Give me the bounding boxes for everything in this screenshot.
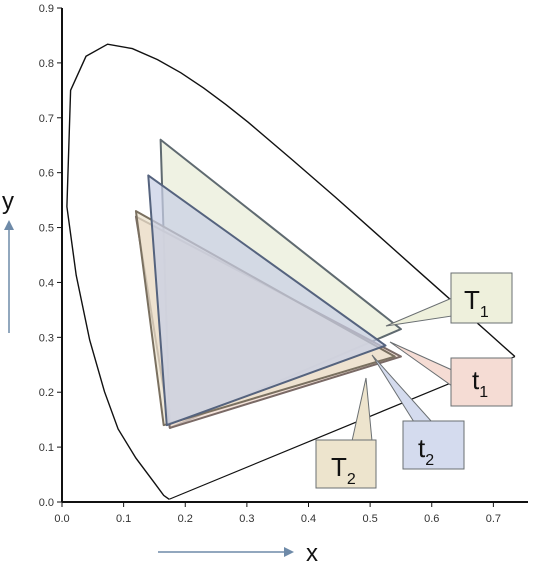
x-tick-label: 0.0 — [54, 513, 69, 525]
triangle-t2 — [147, 174, 387, 427]
y-tick-label: 0.7 — [39, 113, 54, 125]
callout-T2-pointer — [351, 377, 373, 442]
y-tick-label: 0.1 — [39, 442, 54, 454]
callout-T1-sub: 1 — [480, 304, 489, 321]
spectral-locus-curve — [66, 43, 516, 500]
callout-t1-pointer — [389, 341, 453, 387]
callout-T2-main: T — [331, 452, 347, 482]
y-tick-label: 0.2 — [39, 387, 54, 399]
x-tick-label: 0.1 — [116, 513, 131, 525]
svg-text:t1: t1 — [472, 365, 488, 401]
y-tick-group: 0.0 0.1 0.2 0.3 0.4 0.5 0.6 0.7 0.8 0.9 — [39, 3, 62, 509]
gamut-triangles — [134, 138, 402, 429]
x-tick-label: 0.7 — [486, 513, 501, 525]
y-axis-title: y — [2, 188, 14, 215]
callout-t2-main: t — [418, 433, 426, 463]
y-tick-label: 0.5 — [39, 223, 54, 235]
callout-T1: T1 — [385, 272, 513, 327]
svg-text:T1: T1 — [464, 285, 489, 321]
svg-text:t2: t2 — [418, 433, 434, 469]
callout-t1: t1 — [389, 341, 513, 407]
svg-text:T2: T2 — [331, 452, 356, 488]
callout-t1-box — [450, 357, 513, 407]
callout-T1-box — [450, 272, 513, 324]
y-tick-label: 0.9 — [39, 3, 54, 15]
y-tick-label: 0.6 — [39, 168, 54, 180]
x-tick-group: 0.0 0.1 0.2 0.3 0.4 0.5 0.6 0.7 — [54, 502, 501, 525]
y-tick-label: 0.8 — [39, 58, 54, 70]
y-tick-label: 0.3 — [39, 332, 54, 344]
callout-T2-box — [315, 439, 377, 489]
x-axis-title: x — [306, 540, 318, 567]
callout-t1-main: t — [472, 365, 480, 395]
y-tick-label: 0.0 — [39, 497, 54, 509]
callout-t2: t2 — [371, 354, 465, 470]
x-tick-label: 0.4 — [301, 513, 316, 525]
x-tick-label: 0.2 — [178, 513, 193, 525]
callout-T2-sub: 2 — [347, 471, 356, 488]
x-tick-label: 0.5 — [362, 513, 377, 525]
x-tick-label: 0.3 — [239, 513, 254, 525]
callout-t2-sub: 2 — [425, 452, 434, 469]
x-tick-label: 0.6 — [424, 513, 439, 525]
callout-T1-main: T — [464, 285, 480, 315]
callout-T1-pointer — [385, 297, 453, 327]
y-tick-label: 0.4 — [39, 277, 54, 289]
axes: 0.0 0.1 0.2 0.3 0.4 0.5 0.6 0.7 0.0 0.1 0.2 0.3 0.4… — [39, 3, 528, 525]
callout-T2: T2 — [315, 377, 377, 489]
callout-t1-sub: 1 — [479, 384, 488, 401]
callout-t2-box — [402, 420, 465, 470]
